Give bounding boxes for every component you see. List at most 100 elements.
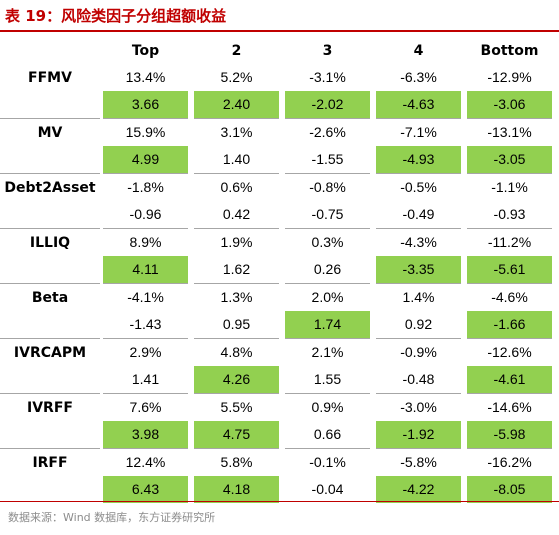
blank-cell	[0, 311, 100, 338]
tstat-row: -1.43 0.95 1.74 0.92 -1.66	[0, 311, 555, 338]
return-value: -7.1%	[376, 118, 461, 146]
return-value: 0.6%	[194, 173, 279, 201]
return-value: 3.1%	[194, 118, 279, 146]
return-cell: 2.1%	[282, 338, 373, 366]
tstat-value-highlighted: -8.05	[467, 476, 552, 503]
tstat-value-highlighted: 2.40	[194, 91, 279, 118]
tstat-cell: -4.93	[373, 146, 464, 173]
tstat-cell: -4.22	[373, 476, 464, 503]
return-cell: 0.9%	[282, 393, 373, 421]
tstat-cell: -1.43	[100, 311, 191, 338]
tstat-value: -1.55	[311, 151, 344, 167]
return-cell: -4.6%	[464, 283, 555, 311]
return-value: -0.8%	[285, 173, 370, 201]
return-value: -13.1%	[467, 118, 552, 146]
return-value: -3.0%	[376, 393, 461, 421]
header-row: Top 2 3 4 Bottom	[0, 37, 555, 64]
tstat-cell: -5.61	[464, 256, 555, 283]
tstat-cell: 1.41	[100, 366, 191, 393]
tstat-row: 6.43 4.18 -0.04 -4.22 -8.05	[0, 476, 555, 503]
return-value: 1.3%	[194, 283, 279, 311]
factor-label: MV	[0, 118, 100, 146]
return-value: 5.5%	[194, 393, 279, 421]
tstat-value-highlighted: 4.11	[103, 256, 188, 283]
tstat-cell: 1.40	[191, 146, 282, 173]
tstat-cell: -0.48	[373, 366, 464, 393]
return-value: 12.4%	[103, 448, 188, 476]
tstat-cell: 2.40	[191, 91, 282, 118]
return-cell: -4.3%	[373, 228, 464, 256]
return-value: -16.2%	[467, 448, 552, 476]
tstat-cell: 0.95	[191, 311, 282, 338]
return-value: -6.3%	[400, 69, 437, 85]
return-cell: -0.8%	[282, 173, 373, 201]
column-header: 4	[413, 42, 424, 59]
return-value: 0.3%	[285, 228, 370, 256]
return-cell: 2.0%	[282, 283, 373, 311]
return-value: 5.8%	[194, 448, 279, 476]
tstat-cell: -0.49	[373, 201, 464, 228]
tstat-value-highlighted: -4.63	[376, 91, 461, 118]
tstat-value: 1.55	[313, 371, 342, 387]
return-value: 0.9%	[285, 393, 370, 421]
tstat-cell: -1.92	[373, 421, 464, 448]
tstat-cell: -0.96	[100, 201, 191, 228]
pct-row: FFMV 13.4% 5.2% -3.1% -6.3% -12.9%	[0, 64, 555, 91]
return-cell: 1.4%	[373, 283, 464, 311]
return-value: 1.9%	[194, 228, 279, 256]
column-header: 2	[231, 42, 242, 59]
pct-row: IVRFF 7.6% 5.5% 0.9% -3.0% -14.6%	[0, 393, 555, 421]
tstat-value: -0.49	[402, 206, 435, 222]
return-value: 2.0%	[285, 283, 370, 311]
tstat-value-highlighted: 1.74	[285, 311, 370, 338]
tstat-cell: -0.75	[282, 201, 373, 228]
factor-label: IVRCAPM	[0, 338, 100, 366]
return-value: -4.6%	[467, 283, 552, 311]
tstat-cell: 4.99	[100, 146, 191, 173]
return-value: -4.1%	[103, 283, 188, 311]
tstat-row: 4.11 1.62 0.26 -3.35 -5.61	[0, 256, 555, 283]
tstat-value-highlighted: -5.61	[467, 256, 552, 283]
return-value: -5.8%	[376, 448, 461, 476]
pct-row: ILLIQ 8.9% 1.9% 0.3% -4.3% -11.2%	[0, 228, 555, 256]
tstat-cell: 3.66	[100, 91, 191, 118]
return-value: -2.6%	[285, 118, 370, 146]
return-cell: -12.6%	[464, 338, 555, 366]
return-cell: 5.2%	[191, 64, 282, 91]
return-value: 2.1%	[285, 338, 370, 366]
tstat-value-highlighted: -1.66	[467, 311, 552, 338]
tstat-value: -0.93	[493, 206, 526, 222]
tstat-value-highlighted: -2.02	[285, 91, 370, 118]
return-cell: -1.1%	[464, 173, 555, 201]
return-cell: 1.9%	[191, 228, 282, 256]
tstat-value: 0.26	[313, 261, 342, 277]
return-cell: -0.9%	[373, 338, 464, 366]
return-cell: -0.1%	[282, 448, 373, 476]
tstat-value: 0.42	[222, 206, 251, 222]
return-value: -0.5%	[376, 173, 461, 201]
table-title: 表 19：风险类因子分组超额收益	[5, 7, 227, 25]
factor-label: IRFF	[0, 448, 100, 476]
return-cell: 7.6%	[100, 393, 191, 421]
tstat-cell: 3.98	[100, 421, 191, 448]
tstat-value: 1.40	[222, 151, 251, 167]
tstat-value-highlighted: -3.35	[376, 256, 461, 283]
column-header: 3	[322, 42, 333, 59]
return-cell: -13.1%	[464, 118, 555, 146]
tstat-cell: -5.98	[464, 421, 555, 448]
tstat-row: 1.41 4.26 1.55 -0.48 -4.61	[0, 366, 555, 393]
tstat-cell: -3.05	[464, 146, 555, 173]
tstat-value-highlighted: 3.66	[103, 91, 188, 118]
tstat-value-highlighted: -4.22	[376, 476, 461, 503]
return-cell: -12.9%	[464, 64, 555, 91]
factor-label: Beta	[0, 283, 100, 311]
footer-rule	[0, 501, 559, 502]
tstat-row: 3.66 2.40 -2.02 -4.63 -3.06	[0, 91, 555, 118]
return-cell: -2.6%	[282, 118, 373, 146]
tstat-value: 0.66	[313, 426, 342, 442]
tstat-value-highlighted: -4.93	[376, 146, 461, 173]
factor-label: IVRFF	[0, 393, 100, 421]
tstat-cell: 0.92	[373, 311, 464, 338]
tstat-cell: 4.75	[191, 421, 282, 448]
return-cell: 5.8%	[191, 448, 282, 476]
